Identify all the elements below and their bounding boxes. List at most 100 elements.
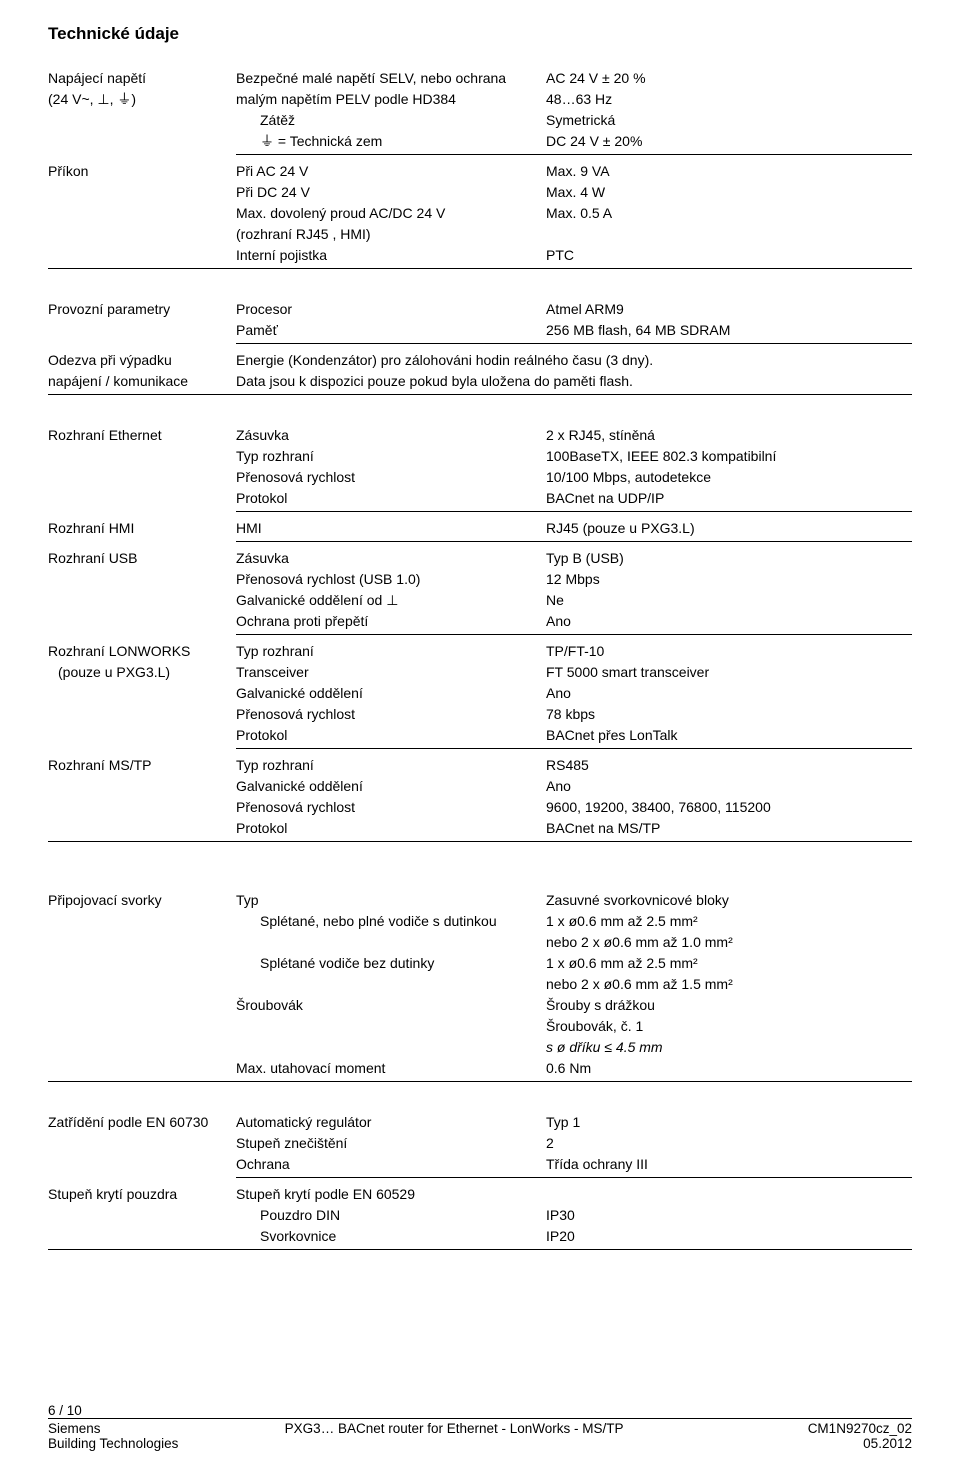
supply-r2b: 48…63 Hz (546, 89, 912, 110)
mstp-r1b: RS485 (546, 755, 912, 776)
divider (236, 154, 912, 155)
power-r4a: (rozhraní RJ45 , HMI) (236, 224, 546, 245)
supply-r4b: DC 24 V ± 20% (546, 131, 912, 152)
en60730-r2b: 2 (546, 1133, 912, 1154)
usb-r1a: Zásuvka (236, 548, 546, 569)
ip-left: Stupeň krytí pouzdra (48, 1184, 228, 1205)
lon-r4b: 78 kbps (546, 704, 912, 725)
page-title: Technické údaje (48, 24, 912, 44)
terminals-r6a: Šroubovák (236, 995, 546, 1016)
usb-r3b: Ne (546, 590, 912, 611)
params-left: Provozní parametry (48, 299, 228, 320)
divider (236, 541, 912, 542)
footer-right2: 05.2012 (863, 1436, 912, 1451)
supply-r3b: Symetrická (546, 110, 912, 131)
mstp-r3a: Přenosová rychlost (236, 797, 546, 818)
eth-r4b: BACnet na UDP/IP (546, 488, 912, 509)
power-r5b: PTC (546, 245, 912, 266)
divider (236, 634, 912, 635)
supply-left2: (24 V~, ⊥, ⏚) (48, 89, 228, 110)
mstp-r4b: BACnet na MS/TP (546, 818, 912, 839)
supply-r1b: AC 24 V ± 20 % (546, 68, 912, 89)
en60730-r2a: Stupeň znečištění (236, 1133, 546, 1154)
mstp-left: Rozhraní MS/TP (48, 755, 228, 776)
usb-r1b: Typ B (USB) (546, 548, 912, 569)
terminals-r1b: Zasuvné svorkovnicové bloky (546, 890, 912, 911)
supply-r1a: Bezpečné malé napětí SELV, nebo ochrana (236, 68, 546, 89)
divider (48, 394, 912, 395)
params-r2a: Paměť (236, 320, 546, 341)
lon-r2a: Transceiver (236, 662, 546, 683)
divider (48, 1249, 912, 1250)
terminals-r5b: nebo 2 x ø0.6 mm až 1.5 mm² (546, 974, 912, 995)
en60730-r1a: Automatický regulátor (236, 1112, 546, 1133)
ip-r1a: Stupeň krytí podle EN 60529 (236, 1184, 546, 1205)
power-r2a: Při DC 24 V (236, 182, 546, 203)
power-r5a: Interní pojistka (236, 245, 546, 266)
eth-r1a: Zásuvka (236, 425, 546, 446)
eth-r2b: 100BaseTX, IEEE 802.3 kompatibilní (546, 446, 912, 467)
divider (236, 343, 912, 344)
mstp-r4a: Protokol (236, 818, 546, 839)
usb-r2b: 12 Mbps (546, 569, 912, 590)
terminals-r6b: Šrouby s drážkou (546, 995, 912, 1016)
hmi-r1a: HMI (236, 518, 546, 539)
en60730-r1b: Typ 1 (546, 1112, 912, 1133)
mstp-r3b: 9600, 19200, 38400, 76800, 115200 (546, 797, 912, 818)
mstp-r2a: Galvanické oddělení (236, 776, 546, 797)
mstp-r2b: Ano (546, 776, 912, 797)
usb-r4a: Ochrana proti přepětí (236, 611, 546, 632)
power-r1b: Max. 9 VA (546, 161, 912, 182)
backup-left1: Odezva při výpadku (48, 350, 228, 371)
hmi-r1b: RJ45 (pouze u PXG3.L) (546, 518, 912, 539)
usb-left: Rozhraní USB (48, 548, 228, 569)
power-r3b: Max. 0.5 A (546, 203, 912, 224)
eth-left: Rozhraní Ethernet (48, 425, 228, 446)
hmi-left: Rozhraní HMI (48, 518, 228, 539)
terminals-r4a: Splétané vodiče bez dutinky (236, 953, 546, 974)
params-r1a: Procesor (236, 299, 546, 320)
footer-left1: Siemens (48, 1421, 101, 1436)
ip-r2a: Pouzdro DIN (236, 1205, 546, 1226)
eth-r3a: Přenosová rychlost (236, 467, 546, 488)
ip-r3b: IP20 (546, 1226, 912, 1247)
ip-r3a: Svorkovnice (236, 1226, 546, 1247)
eth-r3b: 10/100 Mbps, autodetekce (546, 467, 912, 488)
lon-r2b: FT 5000 smart transceiver (546, 662, 912, 683)
terminals-r3b: nebo 2 x ø0.6 mm až 1.0 mm² (546, 932, 912, 953)
lon-r4a: Přenosová rychlost (236, 704, 546, 725)
lon-left2: (pouze u PXG3.L) (48, 662, 228, 683)
lon-r1a: Typ rozhraní (236, 641, 546, 662)
power-r1a: Při AC 24 V (236, 161, 546, 182)
divider (48, 268, 912, 269)
eth-r2a: Typ rozhraní (236, 446, 546, 467)
en60730-left: Zatřídění podle EN 60730 (48, 1112, 228, 1133)
power-r3a: Max. dovolený proud AC/DC 24 V (236, 203, 546, 224)
divider (48, 1081, 912, 1082)
divider (236, 511, 912, 512)
footer-right1: CM1N9270cz_02 (808, 1421, 912, 1436)
power-r2b: Max. 4 W (546, 182, 912, 203)
en60730-r3a: Ochrana (236, 1154, 546, 1175)
supply-left1: Napájecí napětí (48, 68, 228, 89)
en60730-r3b: Třída ochrany III (546, 1154, 912, 1175)
footer-center1: PXG3… BACnet router for Ethernet - LonWo… (285, 1421, 624, 1436)
usb-r4b: Ano (546, 611, 912, 632)
eth-r4a: Protokol (236, 488, 546, 509)
footer-pagenum: 6 / 10 (48, 1403, 912, 1418)
divider (236, 1177, 912, 1178)
footer-left2: Building Technologies (48, 1436, 178, 1451)
terminals-r2b: 1 x ø0.6 mm až 2.5 mm² (546, 911, 912, 932)
params-r2b: 256 MB flash, 64 MB SDRAM (546, 320, 912, 341)
divider (48, 841, 912, 842)
usb-r3a: Galvanické oddělení od ⊥ (236, 590, 546, 611)
supply-r3a: Zátěž (236, 110, 546, 131)
lon-r5a: Protokol (236, 725, 546, 746)
usb-r2a: Přenosová rychlost (USB 1.0) (236, 569, 546, 590)
lon-r3a: Galvanické oddělení (236, 683, 546, 704)
power-left: Příkon (48, 161, 228, 182)
divider (236, 748, 912, 749)
terminals-r9b: 0.6 Nm (546, 1058, 912, 1079)
ip-r2b: IP30 (546, 1205, 912, 1226)
terminals-r2a: Splétané, nebo plné vodiče s dutinkou (236, 911, 546, 932)
